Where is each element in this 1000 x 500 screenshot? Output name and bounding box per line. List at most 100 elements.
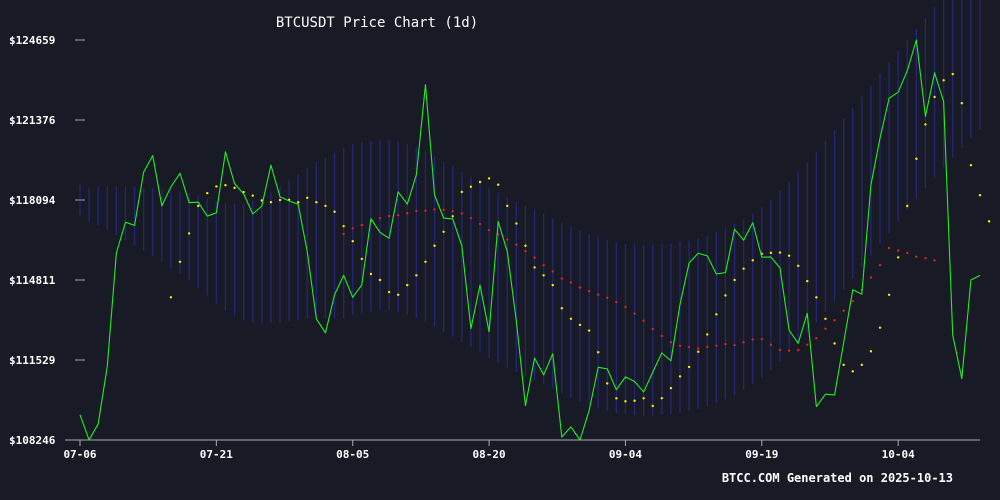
band-bar (97, 186, 99, 226)
y-tick-label: $121376 (9, 114, 56, 127)
band-bar (406, 144, 408, 315)
band-bar (688, 240, 690, 412)
long-ma-point (815, 337, 818, 340)
short-ma-point (733, 278, 736, 282)
short-ma-point (596, 351, 600, 354)
x-tick-label: 09-19 (745, 448, 778, 461)
band-bar (552, 218, 554, 389)
long-ma-point (724, 342, 727, 346)
band-bar (533, 209, 536, 381)
short-ma-point (778, 251, 782, 254)
short-ma-point (960, 101, 964, 105)
short-ma-point (469, 185, 473, 188)
long-ma-point (778, 348, 782, 352)
band-bar (143, 187, 145, 251)
long-ma-point (869, 276, 873, 279)
short-ma-point (351, 240, 354, 243)
short-ma-point (669, 386, 673, 390)
x-tick-label: 08-20 (473, 448, 506, 461)
band-bar (888, 62, 890, 234)
long-ma-point (578, 286, 582, 289)
band-bar (897, 51, 899, 222)
short-ma-point (933, 95, 936, 99)
short-ma-point (924, 123, 927, 126)
long-ma-point (715, 344, 718, 348)
short-ma-point (578, 323, 582, 327)
long-ma-point (678, 344, 682, 347)
long-ma-point (878, 264, 882, 267)
band-bar (815, 151, 817, 323)
band-bar (161, 188, 163, 262)
short-ma-point (651, 404, 654, 408)
band-bar (852, 107, 854, 279)
long-ma-point (551, 270, 554, 273)
short-ma-point (178, 260, 182, 263)
band-bar (579, 231, 581, 402)
long-ma-point (524, 250, 527, 253)
short-ma-point (487, 177, 491, 180)
short-ma-point (533, 266, 536, 269)
short-ma-point (978, 194, 982, 197)
short-ma-point (624, 400, 627, 403)
short-ma-point (869, 350, 873, 353)
long-ma-point (633, 312, 636, 315)
short-ma-point (569, 317, 573, 320)
band-bar (452, 166, 454, 337)
short-ma-point (551, 283, 554, 287)
long-ma-point (569, 281, 573, 284)
band-bar (843, 119, 845, 290)
long-ma-point (415, 209, 418, 213)
short-ma-point (706, 333, 709, 336)
band-bar (388, 139, 390, 311)
short-ma-point (696, 350, 700, 353)
band-bar (488, 187, 490, 359)
band-bar (952, 0, 954, 158)
band-bar (497, 192, 499, 364)
long-ma-point (742, 341, 745, 344)
short-ma-point (751, 259, 754, 262)
band-bar (915, 28, 917, 200)
band-bar (315, 161, 317, 318)
short-ma-point (824, 317, 827, 320)
band-bar (743, 219, 745, 390)
short-ma-point (442, 230, 445, 233)
short-ma-point (769, 251, 773, 255)
short-ma-point (478, 180, 482, 184)
band-bar (379, 139, 381, 311)
short-ma-point (251, 194, 254, 197)
short-ma-point (951, 72, 954, 76)
short-ma-point (606, 382, 609, 385)
long-ma-point (378, 217, 382, 220)
long-ma-point (442, 208, 445, 211)
short-ma-point (460, 190, 464, 194)
band-bar (770, 199, 772, 371)
band-bar (824, 141, 827, 312)
long-ma-point (360, 223, 364, 227)
band-bar (397, 141, 399, 313)
long-ma-point (760, 337, 764, 341)
long-ma-point (787, 349, 791, 352)
short-ma-point (496, 183, 500, 186)
short-ma-point (206, 191, 209, 195)
short-ma-point (315, 201, 318, 204)
band-bar (661, 244, 663, 415)
band-bar (779, 191, 781, 362)
band-bar (943, 0, 945, 168)
short-ma-point (451, 215, 454, 218)
band-bar (215, 201, 217, 304)
long-ma-point (533, 256, 536, 259)
short-ma-point (196, 204, 200, 208)
band-bar (879, 73, 881, 245)
band-bar (733, 224, 736, 395)
band-bar (233, 203, 236, 316)
long-ma-point (751, 338, 754, 341)
band-bar (979, 0, 981, 129)
x-tick-label: 09-04 (609, 448, 642, 461)
band-bar (124, 186, 127, 241)
short-ma-point (660, 396, 664, 400)
short-ma-point (815, 296, 818, 299)
band-bar (833, 130, 836, 301)
y-tick-label: $124659 (9, 34, 55, 47)
chart-footer: BTCC.COM Generated on 2025-10-13 (722, 471, 953, 485)
y-ticks: $108246 $111529 $114811 $118094 $121376 $1246… (9, 34, 85, 447)
